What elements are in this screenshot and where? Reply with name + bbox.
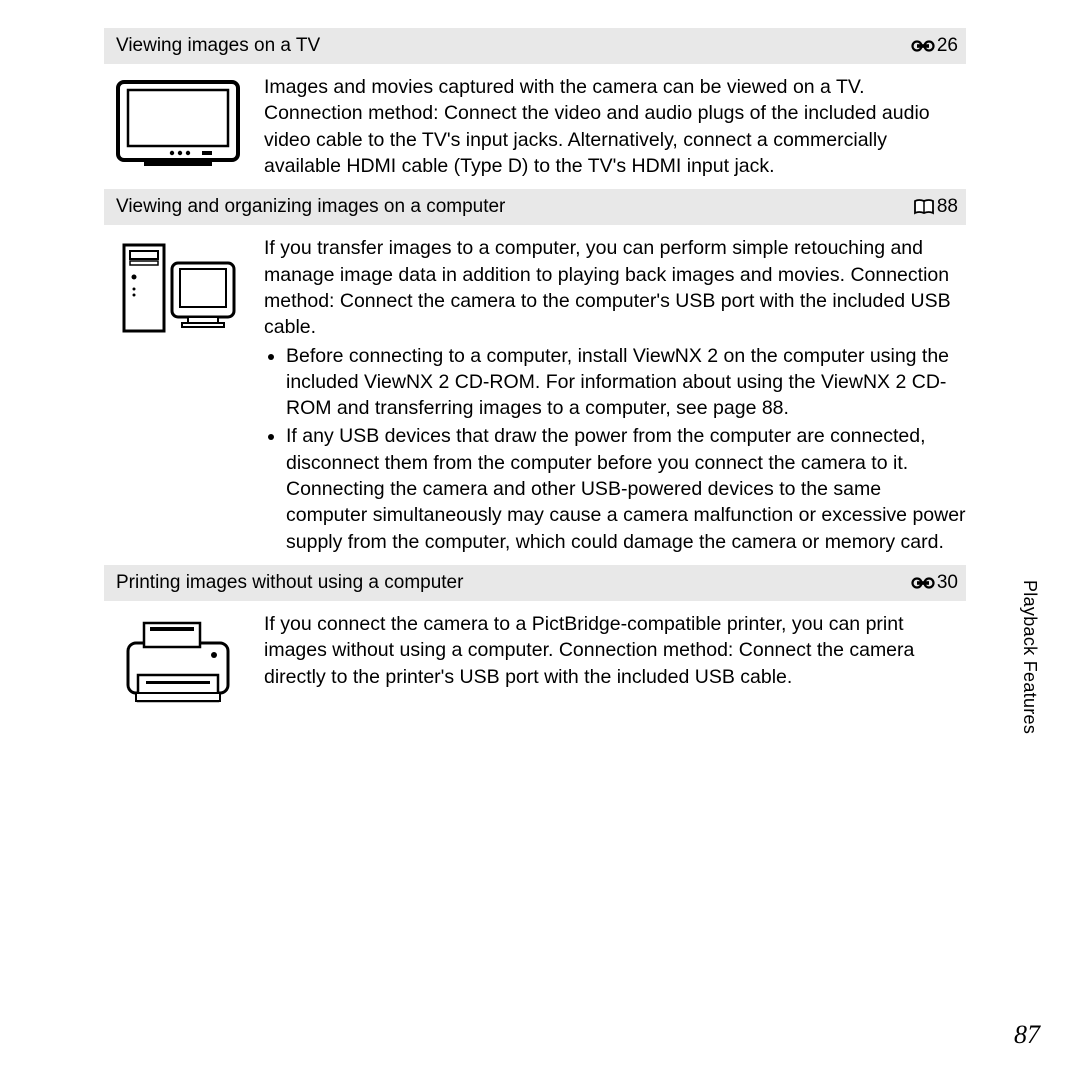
page-ref: 26 [911,35,958,57]
book-icon [913,198,935,216]
section-text: If you connect the camera to a PictBridg… [264,611,966,690]
printer-icon [114,611,242,711]
computer-icon [114,235,242,339]
section-body-printer: If you connect the camera to a PictBridg… [104,607,966,719]
section-header-tv: Viewing images on a TV 26 [104,28,966,64]
page-ref: 88 [913,196,958,218]
section-body-computer: If you transfer images to a computer, yo… [104,231,966,565]
section-title: Viewing images on a TV [116,35,320,57]
ref-number: 30 [937,572,958,594]
link-icon [911,575,935,591]
section-text: Images and movies captured with the came… [264,74,966,179]
tv-icon [114,74,242,170]
section-title: Viewing and organizing images on a compu… [116,196,505,218]
section-header-computer: Viewing and organizing images on a compu… [104,189,966,225]
ref-number: 88 [937,196,958,218]
section-text: If you transfer images to a computer, yo… [264,235,966,340]
side-tab-label: Playback Features [1019,580,1040,734]
link-icon [911,38,935,54]
page-number: 87 [1014,1020,1040,1050]
page-ref: 30 [911,572,958,594]
bullet-item: Before connecting to a computer, install… [286,343,966,422]
section-body-tv: Images and movies captured with the came… [104,70,966,189]
bullet-item: If any USB devices that draw the power f… [286,423,966,555]
section-title: Printing images without using a computer [116,572,463,594]
ref-number: 26 [937,35,958,57]
section-header-printer: Printing images without using a computer… [104,565,966,601]
